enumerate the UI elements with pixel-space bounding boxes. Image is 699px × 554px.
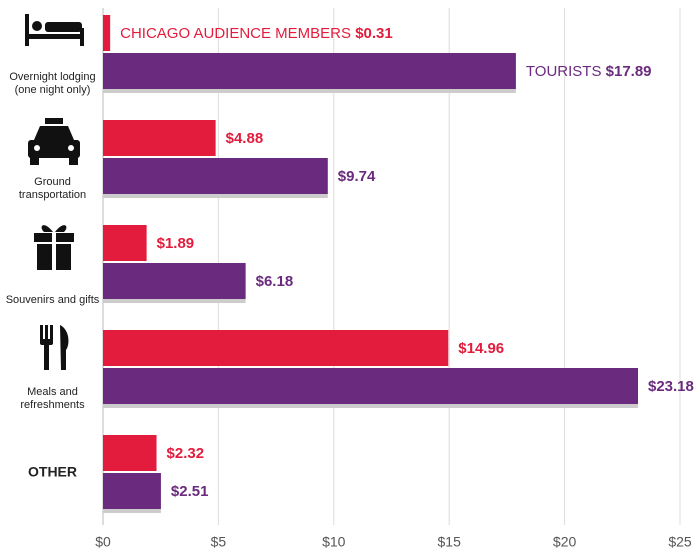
category-label: Meals and refreshments: [20, 386, 85, 411]
legend-label: CHICAGO AUDIENCE MEMBERS: [120, 25, 351, 42]
value-label: $23.18: [648, 378, 694, 395]
value-label-text: $14.96: [458, 340, 504, 357]
value-label-text: $1.89: [157, 235, 195, 252]
value-label-text: $6.18: [256, 273, 294, 290]
value-label-text: $9.74: [338, 168, 376, 185]
bar: [103, 368, 638, 404]
bar: [103, 435, 157, 471]
bar-shadow: [103, 299, 246, 303]
x-tick-label: $5: [211, 534, 227, 550]
value-label-text: $23.18: [648, 378, 694, 395]
value-label-text: $0.31: [355, 25, 393, 42]
bed-icon: [25, 14, 84, 46]
category-label: Ground transportation: [18, 176, 87, 201]
category-label: Souvenirs and gifts: [5, 294, 100, 306]
category-label: OTHER: [28, 463, 77, 480]
x-tick-label: $25: [668, 534, 692, 550]
bar-shadow: [103, 194, 328, 198]
bar: [103, 473, 161, 509]
legend-label: TOURISTS: [526, 63, 602, 80]
taxi-icon: [28, 118, 80, 165]
x-tick-label: $0: [95, 534, 111, 550]
bar: [103, 15, 111, 51]
value-label: $9.74: [338, 168, 376, 185]
icons: [25, 14, 84, 370]
value-label: TOURISTS $17.89: [526, 63, 652, 80]
value-label: $2.51: [171, 483, 209, 500]
value-label: CHICAGO AUDIENCE MEMBERS $0.31: [120, 25, 393, 42]
bar-shadow: [103, 89, 516, 93]
value-label: $2.32: [167, 445, 205, 462]
x-tick-label: $15: [438, 534, 462, 550]
bar: [103, 263, 246, 299]
value-label-text: $17.89: [606, 63, 652, 80]
bar: [103, 158, 328, 194]
value-label-text: $2.51: [171, 483, 209, 500]
value-label: $6.18: [256, 273, 294, 290]
bar-shadow: [103, 509, 161, 513]
gift-icon: [34, 225, 74, 270]
bar: [103, 120, 216, 156]
x-tick-label: $10: [322, 534, 346, 550]
value-label: $4.88: [226, 130, 264, 147]
bar: [103, 225, 147, 261]
value-label-text: $4.88: [226, 130, 264, 147]
bar-shadow: [103, 404, 638, 408]
value-label: $1.89: [157, 235, 195, 252]
value-label: $14.96: [458, 340, 504, 357]
value-label-text: $2.32: [167, 445, 205, 462]
cutlery-icon: [40, 325, 69, 370]
bar: [103, 330, 449, 366]
bar: [103, 53, 516, 89]
category-label: Overnight lodging (one night only): [9, 71, 96, 96]
x-tick-label: $20: [553, 534, 577, 550]
